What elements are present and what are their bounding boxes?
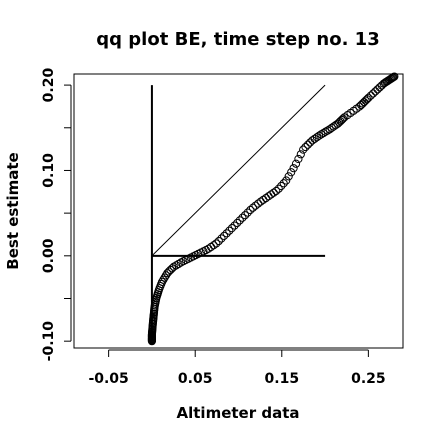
data-point <box>225 226 234 235</box>
data-point <box>294 154 303 164</box>
data-point <box>301 142 310 152</box>
data-point <box>319 128 328 138</box>
data-point <box>303 140 312 149</box>
data-point <box>217 234 226 243</box>
data-point <box>238 213 247 222</box>
data-point <box>233 218 242 228</box>
data-point <box>361 96 370 105</box>
data-point <box>243 208 252 217</box>
x-tick-label: 0.05 <box>178 371 213 387</box>
data-point <box>159 275 168 284</box>
data-point <box>160 273 169 282</box>
data-point <box>337 115 346 125</box>
data-point <box>169 262 178 271</box>
data-point <box>246 205 255 215</box>
data-point <box>251 201 260 210</box>
data-point <box>364 93 373 102</box>
y-tick-label: 0.20 <box>41 68 57 103</box>
data-point <box>287 168 296 177</box>
data-point <box>209 241 218 250</box>
data-point <box>325 125 334 134</box>
y-axis: -0.10 0.00 0.10 0.20 <box>41 68 72 362</box>
data-point <box>174 259 183 269</box>
chart-title: qq plot BE, time step no. 13 <box>96 29 379 50</box>
y-tick-label: -0.10 <box>41 321 57 362</box>
data-point <box>373 85 382 94</box>
data-point <box>212 239 221 248</box>
data-point <box>248 203 258 212</box>
data-point <box>291 159 301 168</box>
data-point <box>357 100 366 110</box>
data-point <box>369 89 378 98</box>
data-points <box>147 72 399 346</box>
data-point <box>227 224 237 233</box>
data-point <box>214 236 223 246</box>
data-point <box>321 127 330 136</box>
data-point <box>358 99 367 108</box>
data-point <box>360 97 369 107</box>
data-point <box>158 277 167 287</box>
plot-frame <box>73 73 404 349</box>
data-point <box>323 126 332 135</box>
data-point <box>254 199 263 208</box>
data-point <box>219 231 229 240</box>
x-tick-label: 0.15 <box>265 371 300 387</box>
data-point <box>371 87 380 96</box>
data-point <box>366 91 375 100</box>
y-tick-label: 0.10 <box>41 153 57 188</box>
data-point <box>230 221 239 230</box>
data-point <box>289 164 298 173</box>
data-point <box>272 186 281 196</box>
data-point <box>222 229 231 238</box>
data-point <box>390 72 399 81</box>
data-point <box>312 133 321 142</box>
reference-lines <box>150 84 326 342</box>
data-point <box>296 150 305 159</box>
x-axis-label: Altimeter data <box>177 404 300 422</box>
data-point <box>235 216 244 225</box>
x-tick-label: -0.05 <box>88 371 128 387</box>
x-tick-label: 0.25 <box>351 371 386 387</box>
y-axis-label: Best estimate <box>4 152 22 269</box>
data-point <box>284 172 293 181</box>
data-point <box>387 74 396 83</box>
data-point <box>274 184 283 193</box>
data-point <box>277 181 286 191</box>
data-point <box>168 264 177 273</box>
data-point <box>172 261 181 270</box>
identity-line <box>151 84 326 257</box>
x-axis: -0.05 0.05 0.15 0.25 <box>88 349 386 387</box>
data-point <box>279 179 288 188</box>
data-point <box>317 130 326 139</box>
data-point <box>299 145 308 154</box>
data-point <box>240 211 250 220</box>
y-tick-label: 0.00 <box>41 238 57 273</box>
data-point <box>314 131 324 140</box>
data-point <box>269 188 278 197</box>
data-point <box>282 176 291 185</box>
